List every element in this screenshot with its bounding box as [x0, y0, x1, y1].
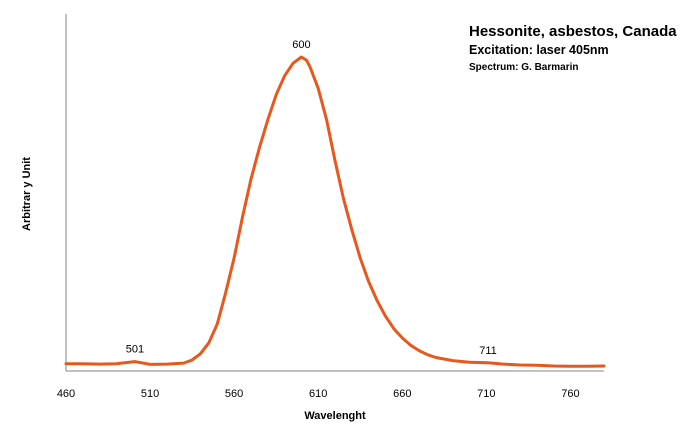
peak-label: 711 [479, 345, 497, 357]
x-tick-label: 710 [477, 388, 495, 400]
peak-label: 600 [292, 39, 310, 51]
x-tick-label: 660 [393, 388, 411, 400]
chart-credit: Spectrum: G. Barmarin [469, 62, 578, 73]
x-tick-label: 610 [309, 388, 327, 400]
x-tick-label: 760 [561, 388, 579, 400]
x-tick-label: 560 [225, 388, 243, 400]
x-tick-label: 510 [141, 388, 159, 400]
peak-labels: 501 600 711 [126, 39, 497, 357]
y-axis-label: Arbitrar y Unit [21, 157, 33, 231]
peak-label: 501 [126, 344, 144, 356]
x-tick-labels: 460 510 560 610 660 710 760 [57, 388, 580, 400]
chart-subtitle: Excitation: laser 405nm [469, 43, 609, 57]
x-tick-label: 460 [57, 388, 75, 400]
x-axis-label: Wavelenght [304, 410, 366, 422]
chart-title: Hessonite, asbestos, Canada [469, 23, 677, 40]
spectrum-line [64, 55, 606, 368]
